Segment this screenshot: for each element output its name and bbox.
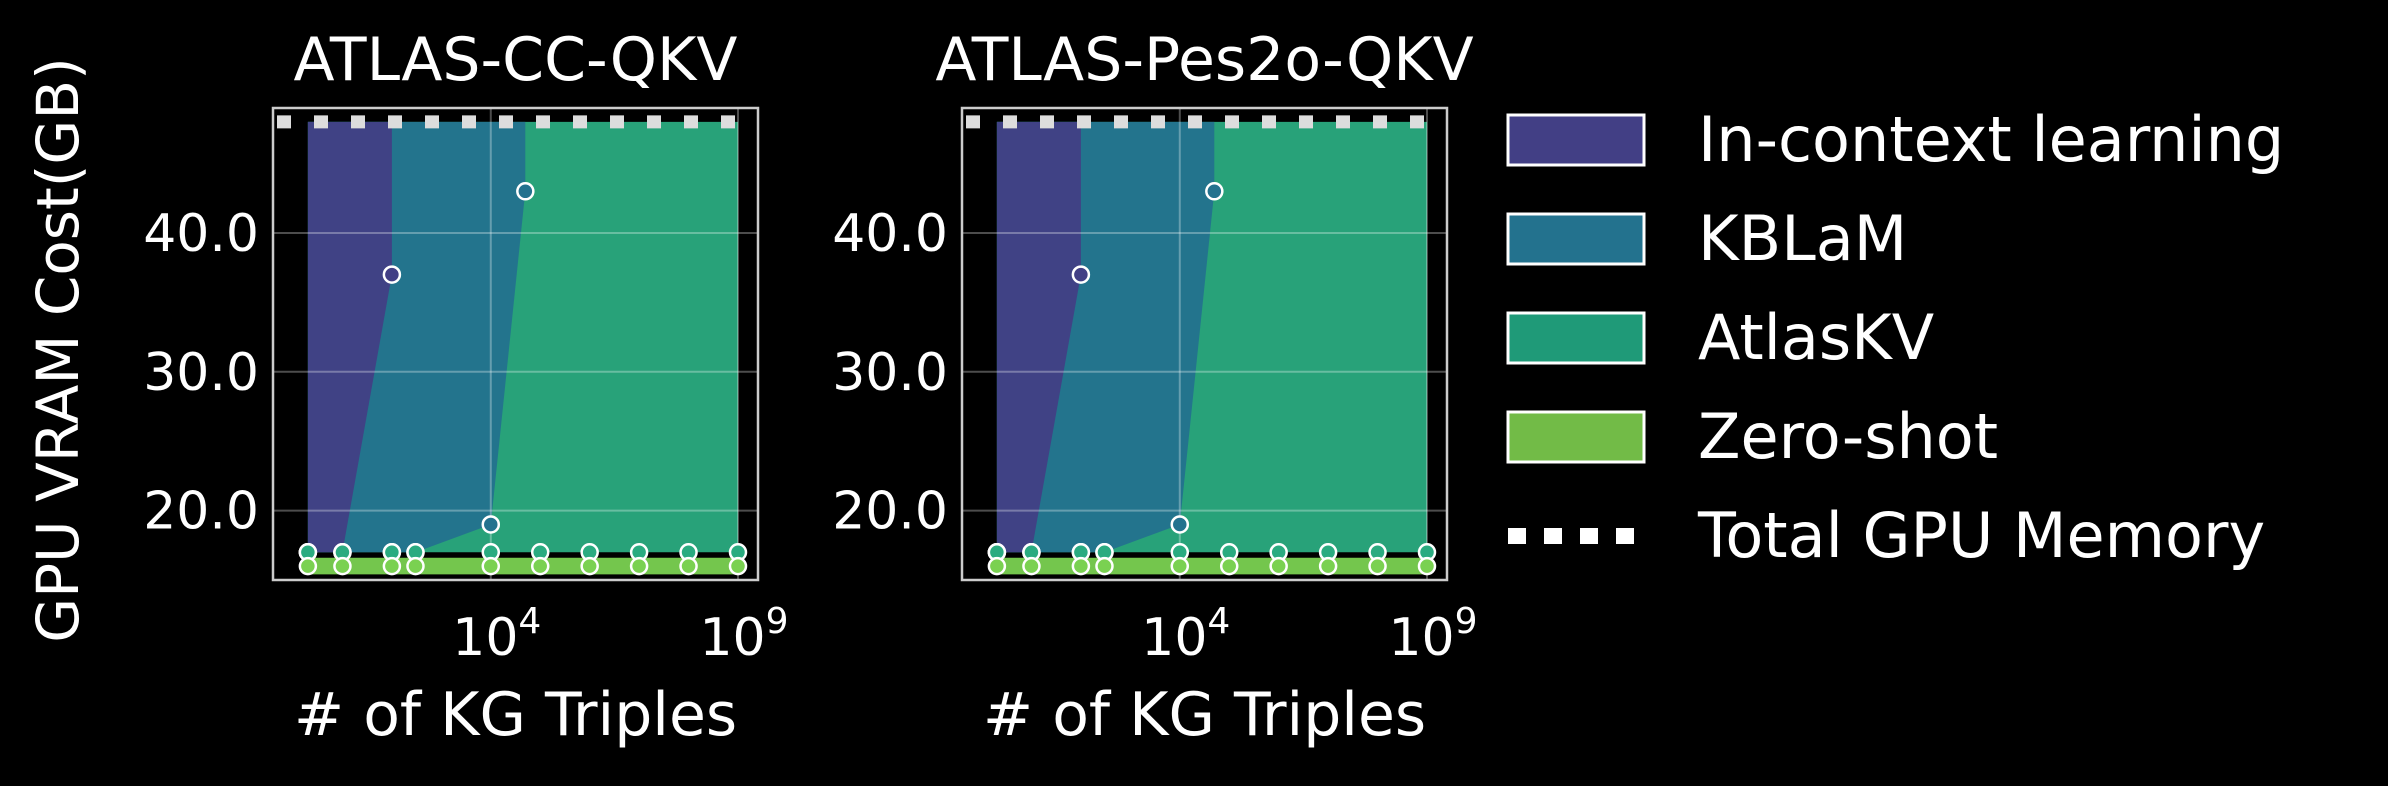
legend-label: Zero-shot [1698, 400, 1998, 473]
legend-swatch [1506, 212, 1646, 266]
y-tick-label: 20.0 [832, 482, 948, 542]
data-point-zero-shot [1417, 556, 1437, 576]
x-tick-label: 104 [1141, 601, 1230, 668]
legend-label: AtlasKV [1698, 301, 1934, 374]
x-axis-label: # of KG Triples [294, 680, 737, 750]
data-point-zero-shot [629, 556, 649, 576]
legend-swatch [1506, 311, 1646, 365]
y-tick-label: 40.0 [143, 204, 259, 264]
data-point-zero-shot [580, 556, 599, 576]
data-point-zero-shot [1095, 556, 1114, 576]
y-tick-label: 40.0 [832, 204, 948, 264]
data-point-zero-shot [679, 556, 698, 576]
data-point-zero-shot [406, 556, 425, 576]
axes-frame [960, 106, 1449, 582]
chart-panel-2: 20.0 30.0 40.0 104 109 ATLAS-Pes2o-QKV # of KG… [832, 25, 1477, 750]
data-point-zero-shot [1071, 556, 1091, 576]
data-point-zero-shot [333, 556, 352, 576]
data-point-zero-shot [1368, 556, 1387, 576]
legend-item-kblam: KBLaM [1506, 202, 1907, 275]
data-point-zero-shot [1269, 556, 1288, 576]
chart-panel-1: 20.0 30.0 40.0 104 109 ATLAS-CC-QKV # of KG Tr… [143, 25, 788, 750]
data-point-in-context-learning [382, 265, 402, 284]
data-point-kblam [516, 182, 535, 201]
data-point-zero-shot [728, 556, 748, 576]
area-zero-shot [996, 557, 1427, 575]
legend-item-in-context-learning: In-context learning [1506, 103, 2284, 176]
axes-frame [271, 106, 760, 582]
legend: In-context learning KBLaM AtlasKV Zero-shot… [1506, 103, 2284, 572]
legend-item-zero-shot: Zero-shot [1506, 400, 1998, 473]
area-in-context-learning [307, 121, 392, 553]
y-tick-label: 30.0 [832, 343, 948, 403]
x-axis-label: # of KG Triples [983, 680, 1426, 750]
data-point-zero-shot [298, 556, 318, 576]
data-point-zero-shot [1022, 556, 1041, 576]
data-point-zero-shot [1170, 556, 1190, 576]
data-point-kblam [481, 515, 501, 534]
legend-label: KBLaM [1698, 202, 1907, 275]
data-point-zero-shot [530, 556, 550, 576]
data-point-kblam [1205, 182, 1224, 201]
y-tick-label: 30.0 [143, 343, 259, 403]
data-point-kblam [1170, 515, 1190, 534]
figure-y-axis-label: GPU VRAM Cost(GB) [24, 57, 92, 643]
chart-title: ATLAS-CC-QKV [294, 25, 738, 95]
legend-swatch [1506, 113, 1646, 167]
data-point-in-context-learning [1071, 265, 1091, 284]
chart-panels: 20.0 30.0 40.0 104 109 ATLAS-CC-QKV # of KG Tr… [143, 25, 1477, 750]
x-tick-label: 109 [1388, 601, 1477, 668]
legend-label: Total GPU Memory [1697, 499, 2265, 572]
legend-swatch [1506, 410, 1646, 464]
chart-title: ATLAS-Pes2o-QKV [935, 25, 1473, 95]
data-point-zero-shot [1318, 556, 1338, 576]
area-zero-shot [307, 557, 738, 575]
area-in-context-learning [996, 121, 1081, 553]
data-point-zero-shot [987, 556, 1007, 576]
data-point-zero-shot [1219, 556, 1239, 576]
data-point-zero-shot [382, 556, 402, 576]
data-point-zero-shot [481, 556, 501, 576]
legend-item-atlaskv: AtlasKV [1506, 301, 1934, 374]
x-tick-label: 109 [699, 601, 788, 668]
y-tick-label: 20.0 [143, 482, 259, 542]
x-tick-label: 104 [452, 601, 541, 668]
legend-label: In-context learning [1698, 103, 2284, 176]
legend-item-total-gpu-memory: Total GPU Memory [1508, 499, 2265, 572]
